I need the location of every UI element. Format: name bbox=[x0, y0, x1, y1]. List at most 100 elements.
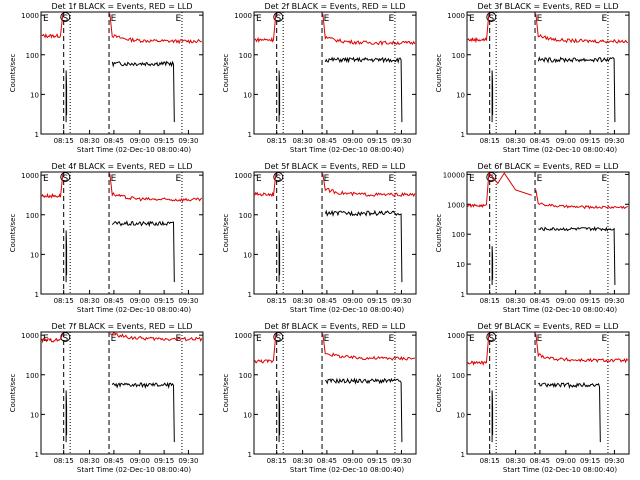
y-tick-label: 1000 bbox=[234, 12, 252, 20]
chart-title: Det 4f BLACK = Events, RED = LLD bbox=[51, 162, 192, 171]
marker-label: S bbox=[488, 174, 494, 184]
lld-series-line bbox=[41, 13, 64, 39]
x-tick-label: 09:00 bbox=[130, 137, 150, 145]
chart-title: Det 2f BLACK = Events, RED = LLD bbox=[264, 2, 405, 11]
x-tick-label: 09:30 bbox=[391, 137, 411, 145]
x-tick-label: 09:15 bbox=[154, 457, 174, 465]
y-tick-label: 1 bbox=[461, 131, 465, 139]
marker-label: E bbox=[175, 174, 181, 184]
marker-label: S bbox=[275, 334, 281, 344]
marker-label: E bbox=[601, 14, 607, 24]
x-tick-label: 08:45 bbox=[317, 297, 337, 305]
y-tick-label: 1000 bbox=[21, 172, 39, 180]
x-tick-label: 08:15 bbox=[480, 297, 500, 305]
lld-series-line bbox=[467, 172, 532, 209]
marker-label: E bbox=[537, 14, 543, 24]
events-series-line bbox=[111, 220, 175, 283]
events-series-line bbox=[324, 56, 403, 123]
events-series-line bbox=[324, 377, 403, 443]
marker-label: E bbox=[601, 174, 607, 184]
marker-circle bbox=[273, 172, 284, 182]
chart-title: Det 9f BLACK = Events, RED = LLD bbox=[477, 322, 618, 331]
y-tick-label: 1 bbox=[248, 451, 252, 459]
marker-label: E bbox=[256, 14, 262, 24]
marker-label: E bbox=[175, 14, 181, 24]
y-tick-label: 1 bbox=[461, 291, 465, 299]
x-tick-label: 08:15 bbox=[267, 137, 287, 145]
y-tick-label: 1000 bbox=[21, 332, 39, 340]
x-axis-label: Start Time (02-Dec-10 08:00:40) bbox=[503, 306, 617, 314]
x-tick-label: 08:45 bbox=[104, 297, 124, 305]
plot-frame bbox=[466, 171, 630, 295]
chart-title: Det 3f BLACK = Events, RED = LLD bbox=[477, 2, 618, 11]
x-axis-label: Start Time (02-Dec-10 08:00:40) bbox=[77, 146, 191, 154]
plot-frame bbox=[253, 331, 417, 455]
marker-label: E bbox=[111, 14, 117, 24]
chart-title: Det 8f BLACK = Events, RED = LLD bbox=[264, 322, 405, 331]
x-tick-label: 08:30 bbox=[506, 297, 526, 305]
marker-label: E bbox=[43, 14, 49, 24]
lld-series-line bbox=[322, 173, 416, 198]
x-tick-label: 08:45 bbox=[530, 137, 550, 145]
y-tick-label: 100 bbox=[239, 212, 252, 220]
marker-label: E bbox=[43, 174, 49, 184]
lld-series-line bbox=[467, 333, 490, 367]
chart-panel-5: Det 5f BLACK = Events, RED = LLD 1 10 100 10… bbox=[222, 162, 417, 314]
x-tick-label: 08:15 bbox=[267, 297, 287, 305]
chart-panel-3: Det 3f BLACK = Events, RED = LLD 1 10 100 10… bbox=[435, 2, 630, 154]
plot-frame bbox=[253, 11, 417, 135]
y-tick-label: 1 bbox=[35, 451, 39, 459]
y-tick-label: 100 bbox=[26, 372, 39, 380]
y-axis-label: Counts/sec bbox=[9, 214, 17, 253]
x-tick-label: 09:15 bbox=[367, 297, 387, 305]
chart-title: Det 7f BLACK = Events, RED = LLD bbox=[51, 322, 192, 331]
x-tick-label: 09:30 bbox=[604, 457, 624, 465]
marker-label: E bbox=[175, 334, 181, 344]
y-axis-label: Counts/sec bbox=[435, 374, 443, 413]
marker-label: E bbox=[469, 174, 475, 184]
marker-label: E bbox=[469, 334, 475, 344]
marker-circle bbox=[60, 12, 71, 22]
x-tick-label: 09:30 bbox=[391, 457, 411, 465]
lld-series-line bbox=[322, 13, 416, 46]
marker-label: S bbox=[62, 174, 68, 184]
x-axis-label: Start Time (02-Dec-10 08:00:40) bbox=[77, 466, 191, 474]
chart-panel-6: Det 6f BLACK = Events, RED = LLD 1 10 100 10… bbox=[435, 162, 630, 314]
events-series-line bbox=[111, 60, 175, 123]
chart-panel-1: Det 1f BLACK = Events, RED = LLD 1 10 100 10… bbox=[9, 2, 204, 154]
plot-frame bbox=[253, 171, 417, 295]
x-tick-label: 08:45 bbox=[317, 457, 337, 465]
y-tick-label: 10000 bbox=[443, 171, 465, 179]
marker-label: S bbox=[62, 334, 68, 344]
chart-panel-2: Det 2f BLACK = Events, RED = LLD 1 10 100 10… bbox=[222, 2, 417, 154]
x-tick-label: 09:15 bbox=[580, 137, 600, 145]
lld-series-line bbox=[109, 173, 203, 203]
marker-circle bbox=[273, 332, 284, 342]
plot-frame bbox=[466, 331, 630, 455]
y-tick-label: 10 bbox=[30, 251, 39, 259]
chart-panel-4: Det 4f BLACK = Events, RED = LLD 1 10 100 10… bbox=[9, 162, 204, 314]
y-tick-label: 10 bbox=[456, 261, 465, 269]
y-axis-label: Counts/sec bbox=[435, 214, 443, 253]
y-tick-label: 1000 bbox=[234, 332, 252, 340]
y-axis-label: Counts/sec bbox=[9, 54, 17, 93]
plot-frame bbox=[40, 171, 204, 295]
y-tick-label: 100 bbox=[452, 231, 465, 239]
marker-label: S bbox=[275, 14, 281, 24]
chart-title: Det 5f BLACK = Events, RED = LLD bbox=[264, 162, 405, 171]
x-tick-label: 08:30 bbox=[506, 137, 526, 145]
y-tick-label: 1 bbox=[35, 131, 39, 139]
y-axis-label: Counts/sec bbox=[222, 374, 230, 413]
marker-circle bbox=[60, 172, 71, 182]
x-tick-label: 08:30 bbox=[80, 137, 100, 145]
marker-label: S bbox=[62, 14, 68, 24]
marker-circle bbox=[486, 12, 497, 22]
events-series-line bbox=[538, 225, 616, 286]
lld-series-line bbox=[41, 173, 64, 199]
y-tick-label: 1000 bbox=[447, 201, 465, 209]
lld-series-line bbox=[535, 189, 629, 210]
x-tick-label: 08:15 bbox=[54, 457, 74, 465]
x-tick-label: 09:30 bbox=[178, 137, 198, 145]
x-tick-label: 08:15 bbox=[267, 457, 287, 465]
y-tick-label: 10 bbox=[243, 251, 252, 259]
